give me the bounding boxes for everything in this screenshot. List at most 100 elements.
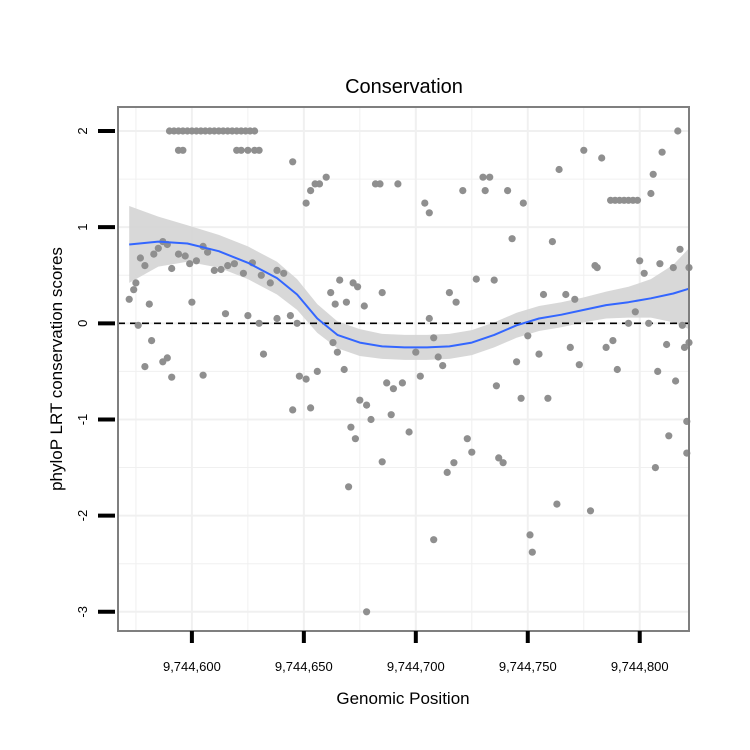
data-point: [210, 266, 218, 274]
data-point: [345, 483, 353, 491]
data-point: [412, 348, 420, 356]
data-point: [239, 269, 247, 277]
data-point: [192, 257, 200, 265]
data-point: [336, 276, 344, 284]
data-point: [280, 269, 288, 277]
data-point: [672, 377, 680, 385]
data-point: [613, 365, 621, 374]
data-point: [535, 350, 543, 358]
data-point: [459, 187, 467, 195]
data-point: [430, 334, 438, 342]
x-tick-label: 9,744,700: [387, 659, 445, 674]
data-point: [125, 295, 133, 303]
data-point: [188, 298, 196, 306]
data-point: [651, 464, 660, 472]
data-point: [141, 363, 149, 371]
data-point: [656, 260, 664, 268]
data-point: [528, 548, 536, 556]
data-point: [425, 314, 433, 323]
data-point: [633, 196, 642, 204]
data-point: [168, 373, 176, 381]
data-point: [609, 337, 617, 345]
data-point: [327, 289, 335, 297]
data-point: [645, 319, 653, 327]
data-point: [179, 146, 187, 154]
data-point: [434, 353, 442, 361]
data-point: [257, 271, 265, 279]
data-point: [631, 308, 639, 316]
data-point: [421, 199, 429, 207]
data-point: [340, 365, 348, 374]
y-axis: 2 1 0 -1 -2 -3: [75, 127, 115, 618]
data-point: [342, 298, 350, 306]
x-tick-label: 9,744,800: [611, 659, 669, 674]
data-point: [586, 507, 595, 515]
data-point: [293, 319, 301, 327]
data-point: [199, 371, 207, 379]
data-point: [230, 260, 238, 268]
data-point: [244, 312, 252, 320]
data-point: [150, 250, 158, 258]
data-point: [647, 189, 655, 198]
data-point: [295, 372, 303, 380]
data-point: [387, 411, 395, 419]
data-point: [181, 252, 189, 260]
data-point: [443, 468, 451, 476]
panel-background: [118, 107, 689, 631]
data-point: [430, 536, 438, 544]
y-tick-label: -1: [75, 414, 90, 426]
data-point: [389, 385, 397, 393]
y-tick-label: 0: [75, 320, 90, 327]
data-point: [499, 459, 507, 467]
data-point: [273, 314, 281, 323]
data-point: [517, 394, 525, 402]
data-point: [255, 319, 263, 327]
data-point: [450, 459, 458, 467]
data-point: [405, 428, 413, 436]
data-point: [255, 146, 263, 154]
data-point: [439, 362, 447, 370]
data-point: [425, 209, 433, 217]
data-point: [468, 448, 476, 456]
data-point: [347, 423, 355, 431]
data-point: [602, 343, 610, 351]
data-point: [148, 337, 156, 345]
data-point: [394, 180, 402, 188]
data-point: [624, 319, 633, 327]
data-point: [141, 262, 149, 270]
data-point: [492, 382, 500, 390]
data-point: [526, 531, 534, 539]
data-point: [378, 458, 386, 466]
data-point: [654, 367, 662, 375]
data-point: [130, 286, 138, 294]
data-point: [163, 354, 171, 362]
data-point: [244, 146, 252, 154]
data-point: [217, 265, 225, 274]
data-point: [174, 250, 183, 258]
data-point: [553, 500, 561, 508]
data-point: [259, 350, 268, 358]
data-point: [575, 361, 583, 369]
x-tick-label: 9,744,750: [499, 659, 557, 674]
data-point: [289, 158, 297, 166]
data-point: [548, 238, 557, 246]
y-tick-label: 2: [75, 127, 90, 134]
data-point: [302, 375, 310, 383]
data-points: [125, 127, 693, 616]
data-point: [154, 244, 162, 252]
data-point: [490, 276, 498, 284]
data-point: [669, 264, 677, 272]
data-point: [495, 454, 503, 462]
data-point: [539, 290, 548, 299]
data-point: [555, 165, 563, 174]
data-point: [636, 257, 644, 265]
data-point: [593, 264, 601, 272]
data-point: [315, 180, 324, 188]
data-point: [224, 262, 232, 270]
confidence-band: [129, 206, 689, 360]
data-point: [145, 300, 153, 308]
x-axis-title: Genomic Position: [336, 689, 469, 708]
data-point: [134, 321, 142, 329]
data-point: [322, 173, 330, 181]
